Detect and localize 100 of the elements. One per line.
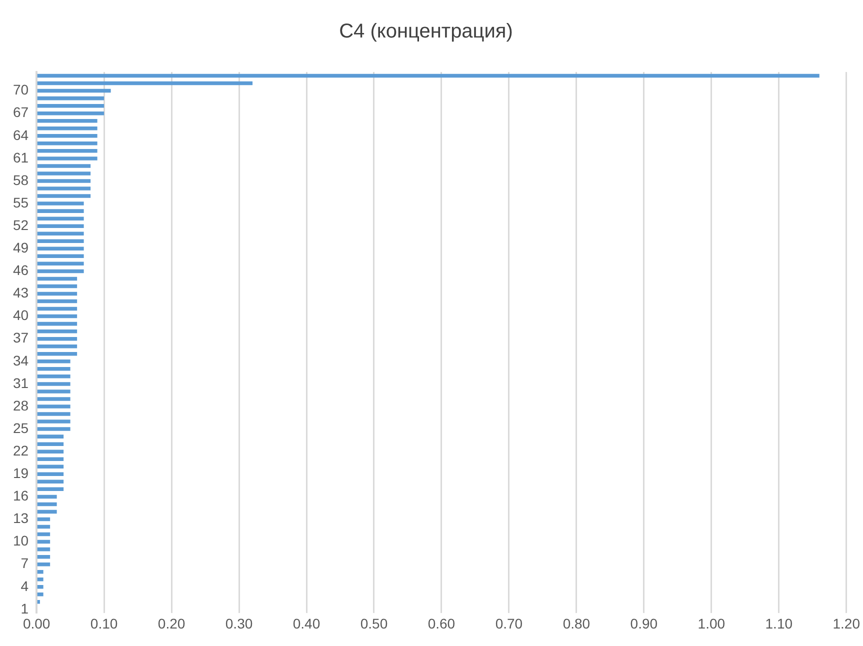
x-tick-label: 0.60 bbox=[428, 615, 456, 632]
x-tick-label: 1.20 bbox=[832, 615, 860, 632]
bar bbox=[37, 149, 98, 153]
bar bbox=[37, 269, 84, 274]
x-tick-label: 0.10 bbox=[90, 615, 118, 632]
bar bbox=[37, 577, 44, 582]
x-tick-label: 0.00 bbox=[22, 615, 50, 632]
bar bbox=[37, 239, 84, 244]
bar bbox=[37, 427, 70, 431]
bar bbox=[37, 224, 84, 228]
bar bbox=[37, 450, 64, 454]
bar bbox=[37, 547, 50, 552]
x-tick-label: 1.10 bbox=[765, 615, 793, 632]
bar bbox=[37, 592, 44, 596]
bar bbox=[37, 209, 84, 213]
bar bbox=[37, 464, 64, 469]
bar bbox=[37, 329, 78, 334]
bar bbox=[37, 156, 98, 160]
y-tick-label: 22 bbox=[12, 442, 29, 458]
bar bbox=[37, 517, 50, 522]
y-tick-label: 55 bbox=[12, 194, 29, 210]
bar bbox=[37, 254, 84, 258]
bar bbox=[37, 487, 64, 492]
bar bbox=[37, 374, 70, 378]
bar bbox=[37, 276, 78, 281]
y-tick-label: 67 bbox=[12, 104, 29, 120]
bar bbox=[37, 570, 44, 574]
bar bbox=[37, 420, 70, 424]
x-tick-label: 1.00 bbox=[698, 615, 726, 632]
bar bbox=[37, 314, 78, 318]
y-tick-label: 34 bbox=[12, 352, 29, 368]
bar bbox=[37, 104, 104, 108]
y-tick-label: 52 bbox=[12, 216, 29, 233]
bar bbox=[37, 118, 98, 123]
bar bbox=[37, 292, 78, 296]
bar bbox=[37, 562, 50, 566]
y-tick-label: 16 bbox=[12, 488, 29, 504]
bar bbox=[37, 554, 50, 559]
x-tick-label: 0.40 bbox=[292, 615, 320, 632]
bar bbox=[37, 134, 98, 138]
bar bbox=[37, 600, 40, 604]
y-tick-label: 58 bbox=[12, 172, 29, 188]
y-tick-label: 46 bbox=[12, 262, 29, 278]
bar bbox=[37, 126, 98, 130]
bar bbox=[37, 344, 78, 348]
bar bbox=[37, 457, 64, 461]
bar bbox=[37, 352, 78, 356]
bar bbox=[37, 336, 78, 341]
bar bbox=[37, 262, 84, 266]
x-tick-label: 0.20 bbox=[158, 615, 186, 632]
bar bbox=[37, 442, 64, 446]
bar bbox=[37, 88, 111, 93]
bar bbox=[37, 367, 70, 371]
bar bbox=[37, 397, 70, 401]
bar bbox=[37, 404, 70, 408]
y-tick-label: 49 bbox=[12, 240, 29, 256]
bar bbox=[37, 360, 70, 364]
y-tick-label: 7 bbox=[20, 555, 29, 572]
y-tick-label: 4 bbox=[20, 578, 29, 594]
bar bbox=[37, 382, 70, 386]
bar bbox=[37, 232, 84, 236]
bar bbox=[37, 179, 91, 183]
bar bbox=[37, 472, 64, 476]
bar bbox=[37, 412, 70, 416]
bar bbox=[37, 502, 57, 506]
y-tick-label: 70 bbox=[12, 82, 29, 98]
bar bbox=[37, 216, 84, 220]
y-tick-label: 10 bbox=[12, 532, 29, 549]
y-tick-label: 43 bbox=[12, 284, 29, 301]
y-tick-label: 40 bbox=[12, 307, 29, 324]
bar bbox=[37, 390, 70, 394]
y-tick-label: 1 bbox=[20, 600, 29, 616]
bar bbox=[37, 532, 50, 536]
bar bbox=[37, 540, 50, 544]
bar bbox=[37, 142, 98, 146]
y-tick-label: 25 bbox=[12, 420, 29, 436]
x-tick-label: 0.70 bbox=[495, 615, 523, 632]
bar bbox=[37, 81, 253, 86]
bar bbox=[37, 186, 91, 190]
x-tick-label: 0.50 bbox=[360, 615, 388, 632]
y-tick-label: 13 bbox=[12, 510, 29, 526]
bar bbox=[37, 284, 78, 288]
bar bbox=[37, 585, 44, 589]
bar bbox=[37, 164, 91, 168]
x-tick-label: 0.30 bbox=[225, 615, 253, 632]
bar bbox=[37, 172, 91, 176]
chart-title: C4 (концентрация) bbox=[339, 20, 513, 43]
bar bbox=[37, 494, 57, 499]
bar bbox=[37, 524, 50, 529]
bar bbox=[37, 202, 84, 206]
bar bbox=[37, 194, 91, 198]
bar bbox=[37, 96, 104, 100]
bar bbox=[37, 299, 78, 304]
y-tick-label: 64 bbox=[12, 126, 29, 143]
y-tick-label: 28 bbox=[12, 397, 29, 414]
y-tick-label: 37 bbox=[12, 330, 29, 346]
bar bbox=[37, 434, 64, 438]
bar bbox=[37, 480, 64, 484]
x-tick-label: 0.80 bbox=[562, 615, 590, 632]
y-tick-label: 19 bbox=[12, 465, 29, 481]
